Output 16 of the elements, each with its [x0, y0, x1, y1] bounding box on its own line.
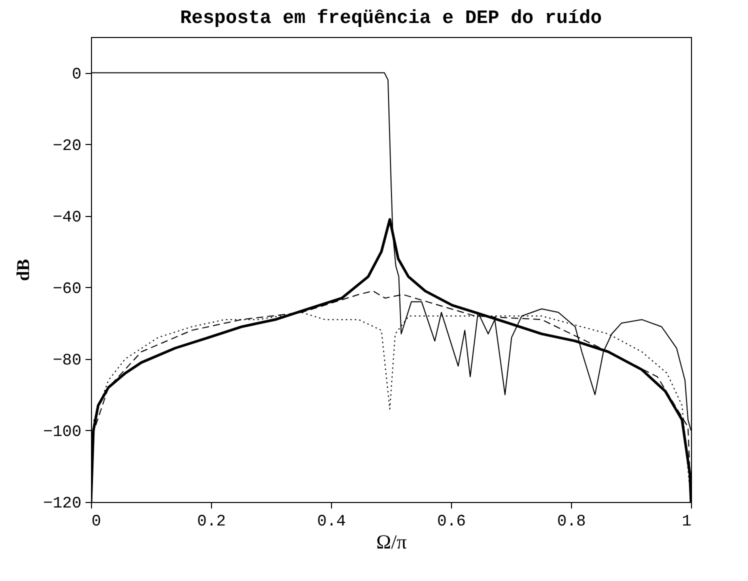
y-tick-label: −80: [52, 351, 82, 370]
x-tick-label: 0.2: [197, 512, 226, 530]
y-tick-label: −100: [43, 422, 82, 441]
y-tick-label: −120: [43, 494, 82, 512]
y-tick-label: −60: [52, 280, 82, 298]
chart-title: Resposta em freqüência e DEP do ruído: [180, 7, 602, 29]
y-tick-label: −40: [52, 208, 82, 226]
x-tick-label: 0.4: [317, 512, 346, 530]
x-tick-label: 0.6: [437, 512, 466, 530]
y-axis-title: dB: [13, 258, 34, 282]
x-axis-title: Ω/π: [376, 532, 407, 554]
y-tick-label: −20: [52, 136, 82, 155]
x-tick-label: 1: [682, 512, 692, 530]
x-tick-label: 0: [92, 512, 102, 530]
y-tick-label: 0: [72, 65, 82, 84]
x-tick-label: 0.8: [557, 512, 586, 530]
